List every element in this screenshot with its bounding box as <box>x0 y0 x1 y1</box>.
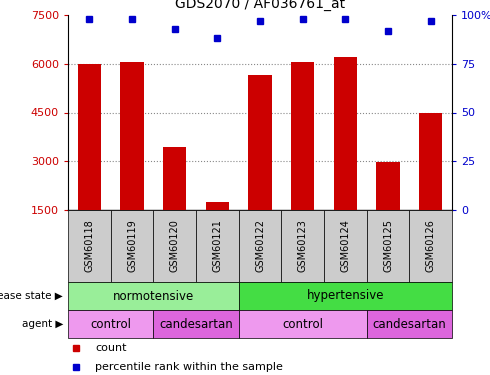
Title: GDS2070 / AF036761_at: GDS2070 / AF036761_at <box>175 0 345 11</box>
Text: percentile rank within the sample: percentile rank within the sample <box>95 362 283 372</box>
Text: candesartan: candesartan <box>372 318 446 330</box>
Bar <box>68 282 239 310</box>
Text: control: control <box>90 318 131 330</box>
Bar <box>419 112 442 210</box>
Bar <box>291 62 315 210</box>
Bar <box>77 64 101 210</box>
Bar <box>239 210 281 282</box>
Bar <box>334 57 357 210</box>
Bar <box>324 210 367 282</box>
Bar <box>239 310 367 338</box>
Text: GSM60122: GSM60122 <box>255 219 265 273</box>
Text: agent ▶: agent ▶ <box>22 319 63 329</box>
Bar <box>68 310 153 338</box>
Text: GSM60123: GSM60123 <box>297 220 308 272</box>
Text: GSM60125: GSM60125 <box>383 219 393 273</box>
Bar <box>196 210 239 282</box>
Bar <box>409 210 452 282</box>
Text: GSM60121: GSM60121 <box>212 220 222 272</box>
Text: GSM60118: GSM60118 <box>84 220 95 272</box>
Text: GSM60124: GSM60124 <box>341 220 350 272</box>
Bar <box>163 147 186 210</box>
Text: control: control <box>282 318 323 330</box>
Bar <box>68 210 111 282</box>
Bar <box>120 62 144 210</box>
Bar <box>153 310 239 338</box>
Text: hypertensive: hypertensive <box>307 290 384 303</box>
Bar <box>153 210 196 282</box>
Bar <box>111 210 153 282</box>
Text: GSM60119: GSM60119 <box>127 220 137 272</box>
Text: GSM60120: GSM60120 <box>170 220 180 272</box>
Bar <box>367 210 409 282</box>
Bar <box>367 310 452 338</box>
Bar <box>206 202 229 210</box>
Text: disease state ▶: disease state ▶ <box>0 291 63 301</box>
Text: normotensive: normotensive <box>113 290 194 303</box>
Text: candesartan: candesartan <box>159 318 233 330</box>
Bar <box>239 282 452 310</box>
Bar <box>248 75 272 210</box>
Bar <box>281 210 324 282</box>
Bar <box>376 162 400 210</box>
Text: GSM60126: GSM60126 <box>426 220 436 272</box>
Text: count: count <box>95 344 126 353</box>
